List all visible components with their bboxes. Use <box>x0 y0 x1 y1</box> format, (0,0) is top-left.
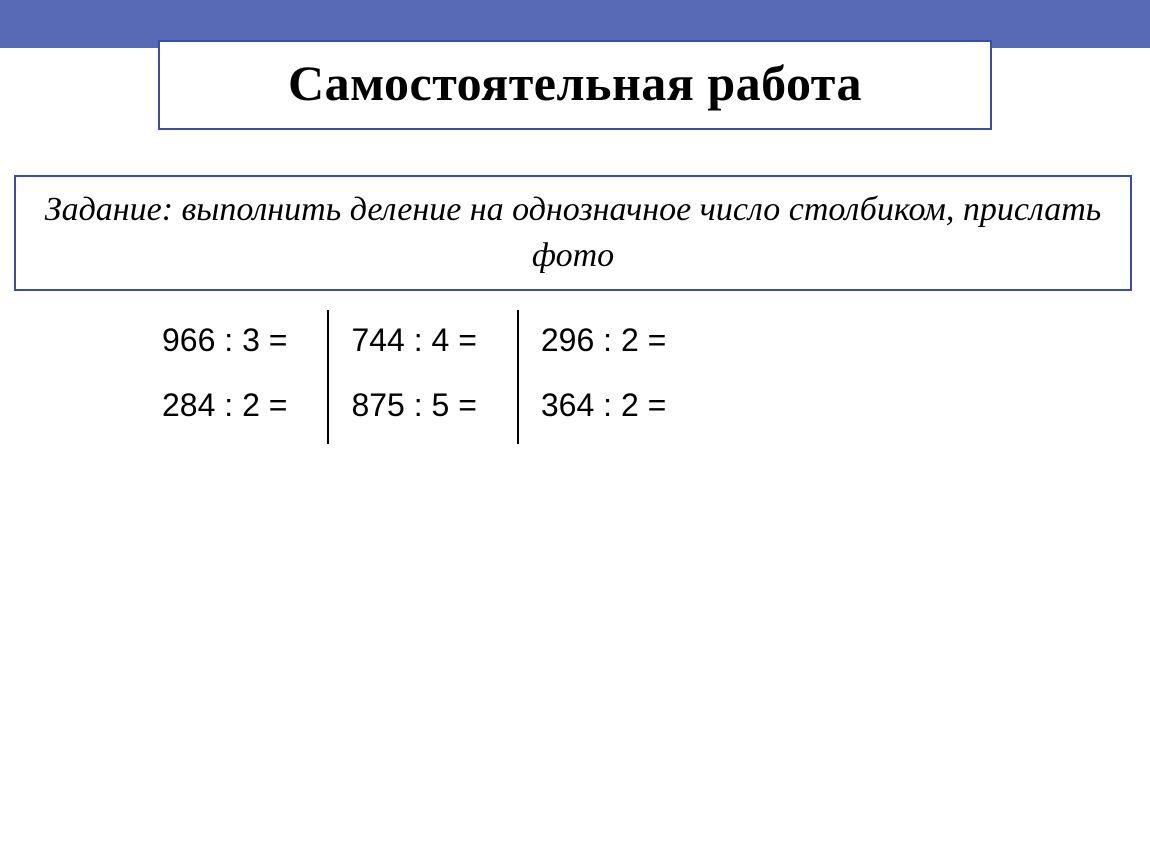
problem-item: 284 : 2 = <box>162 387 287 424</box>
problem-item: 364 : 2 = <box>541 387 666 424</box>
page-title: Самостоятельная работа <box>180 54 970 112</box>
task-description: Задание: выполнить деление на однозначно… <box>36 187 1110 279</box>
problem-item: 296 : 2 = <box>541 322 666 359</box>
problem-column: 966 : 3 = 284 : 2 = <box>150 310 327 444</box>
problem-item: 875 : 5 = <box>351 387 476 424</box>
task-container: Задание: выполнить деление на однозначно… <box>14 175 1132 291</box>
problem-item: 966 : 3 = <box>162 322 287 359</box>
problem-column: 296 : 2 = 364 : 2 = <box>517 310 706 444</box>
problem-column: 744 : 4 = 875 : 5 = <box>327 310 516 444</box>
problems-grid: 966 : 3 = 284 : 2 = 744 : 4 = 875 : 5 = … <box>150 310 706 444</box>
problem-item: 744 : 4 = <box>351 322 476 359</box>
title-container: Самостоятельная работа <box>158 40 992 130</box>
